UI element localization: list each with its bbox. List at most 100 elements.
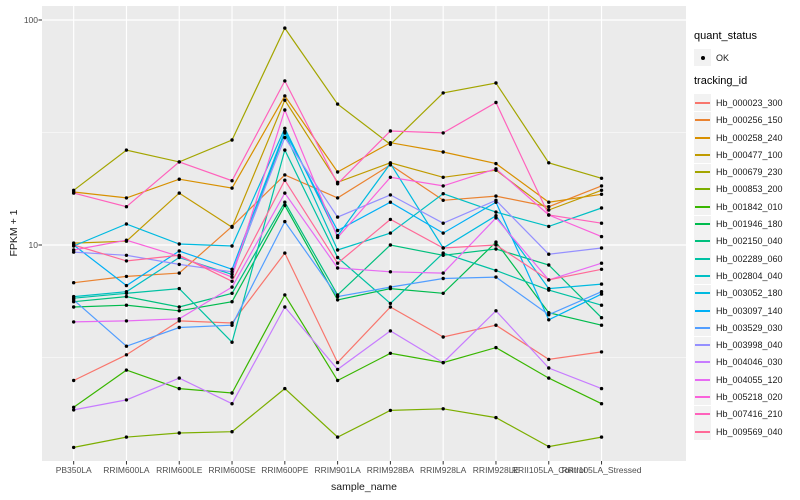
- data-point: [599, 267, 604, 271]
- x-tick-label: RRIM928LE: [472, 465, 520, 475]
- data-point: [335, 215, 340, 219]
- plot-panel: [42, 6, 686, 461]
- data-point: [494, 167, 498, 171]
- legend-item: Hb_000258_240: [694, 129, 798, 147]
- y-tick-label-100: 100: [23, 15, 38, 25]
- data-point: [177, 305, 181, 309]
- data-point: [388, 175, 393, 179]
- legend-item: Hb_003097_140: [694, 302, 798, 319]
- data-point: [283, 191, 287, 195]
- data-point: [177, 376, 181, 380]
- data-point: [71, 248, 76, 252]
- legend-item: Hb_001842_010: [694, 198, 798, 216]
- data-point: [335, 228, 340, 233]
- legend-item-label: Hb_002150_040: [716, 236, 783, 247]
- data-point: [388, 142, 393, 147]
- legend-line-swatch: [695, 119, 710, 122]
- legend-item: Hb_003052_180: [694, 284, 798, 302]
- data-point: [388, 129, 393, 133]
- data-point: [230, 138, 234, 142]
- data-point: [283, 148, 287, 152]
- legend-item: Hb_000477_100: [694, 146, 798, 164]
- legend-item-label: Hb_001842_010: [716, 201, 783, 212]
- legend-item-label: Hb_000258_240: [716, 132, 783, 143]
- data-point: [494, 100, 498, 105]
- data-point: [441, 192, 445, 196]
- data-point: [124, 253, 129, 257]
- data-point: [283, 293, 287, 297]
- data-point: [283, 386, 287, 391]
- data-point: [599, 192, 604, 196]
- data-point: [494, 345, 498, 350]
- data-point: [494, 323, 498, 327]
- data-point: [441, 335, 445, 339]
- data-point: [335, 298, 340, 302]
- data-point: [230, 340, 234, 344]
- legend-item-label: Hb_000023_300: [716, 97, 783, 108]
- data-point: [599, 206, 604, 210]
- data-point: [124, 353, 129, 357]
- legend-item-label: Hb_004055_120: [716, 374, 783, 385]
- legend-item: Hb_004055_120: [694, 371, 798, 389]
- data-point: [71, 305, 76, 309]
- data-point: [283, 305, 287, 309]
- data-point: [441, 291, 445, 295]
- y-axis-title: FPKM + 1: [8, 209, 20, 257]
- legend-item: Hb_002150_040: [694, 232, 798, 250]
- legend-tracking-id-items: Hb_000023_300 Hb_000256_150 Hb_000258_240 H…: [694, 94, 798, 441]
- data-point: [335, 435, 340, 439]
- data-point: [599, 184, 604, 188]
- data-point: [388, 217, 393, 222]
- data-point: [124, 290, 129, 294]
- data-point: [124, 283, 129, 288]
- data-point: [230, 244, 234, 248]
- legend-line-swatch: [695, 395, 710, 398]
- data-point: [599, 303, 604, 307]
- data-point: [494, 216, 498, 220]
- data-point: [441, 221, 445, 225]
- data-point: [177, 309, 181, 313]
- legend-line-swatch: [695, 413, 710, 416]
- legend-line-swatch: [695, 205, 710, 208]
- data-point: [599, 261, 604, 265]
- legend-key: [694, 146, 711, 164]
- data-point: [599, 435, 604, 439]
- data-point: [599, 292, 604, 296]
- data-point: [283, 173, 287, 177]
- data-point: [547, 224, 551, 229]
- legend-line-swatch: [695, 378, 710, 381]
- data-point: [71, 445, 76, 450]
- legend-item-label: Hb_002289_060: [716, 253, 783, 264]
- data-point: [547, 252, 551, 256]
- data-point: [177, 253, 181, 257]
- legend-line-swatch: [695, 292, 710, 295]
- data-point: [441, 198, 445, 202]
- data-point: [177, 242, 181, 246]
- legend-item: Hb_000256_150: [694, 111, 798, 129]
- legend: quant_status OK tracking_id Hb_000023_30…: [694, 30, 798, 441]
- data-point: [230, 186, 234, 190]
- data-point: [388, 161, 393, 166]
- data-point: [494, 247, 498, 251]
- data-point: [547, 376, 551, 380]
- data-point: [494, 275, 498, 279]
- legend-item-label: Hb_003052_180: [716, 288, 783, 299]
- legend-title-quant-status: quant_status: [694, 30, 757, 42]
- legend-item-label: Hb_002804_040: [716, 270, 783, 281]
- data-point: [124, 238, 129, 242]
- data-point: [230, 391, 234, 395]
- data-point: [124, 435, 129, 439]
- data-point: [283, 94, 287, 98]
- data-point: [547, 366, 551, 370]
- data-point: [283, 251, 287, 255]
- data-point: [230, 267, 234, 271]
- legend-item-label: Hb_007416_210: [716, 409, 783, 420]
- legend-item-label: Hb_000679_230: [716, 167, 783, 178]
- data-point: [230, 270, 234, 274]
- legend-key: [694, 180, 711, 198]
- data-point: [388, 305, 393, 309]
- legend-line-swatch: [695, 326, 710, 329]
- legend-line-swatch: [695, 309, 710, 312]
- data-point: [494, 198, 498, 202]
- point-marker-icon: [700, 55, 705, 60]
